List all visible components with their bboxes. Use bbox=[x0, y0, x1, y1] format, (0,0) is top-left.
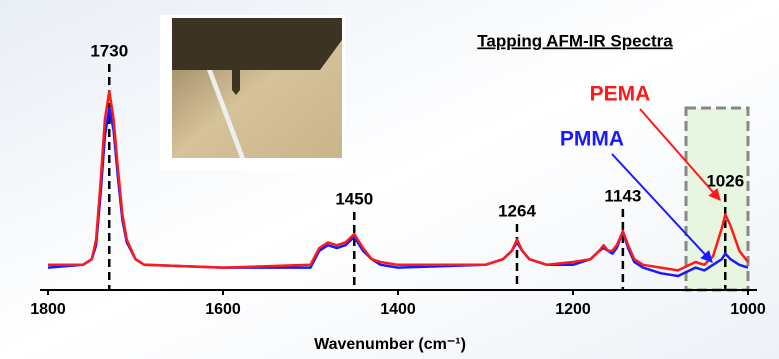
chart-title: Tapping AFM-IR Spectra bbox=[477, 31, 673, 50]
spectrum-line bbox=[48, 89, 749, 272]
x-tick-label: 1800 bbox=[30, 301, 66, 318]
peak-label: 1730 bbox=[90, 41, 128, 60]
peak-label: 1026 bbox=[706, 171, 744, 190]
x-tick-label: 1600 bbox=[205, 301, 241, 318]
peak-label: 1143 bbox=[604, 186, 641, 205]
peak-label: 1450 bbox=[335, 189, 373, 208]
peak-label: 1264 bbox=[498, 201, 536, 220]
x-axis-label: Wavenumber (cm⁻¹) bbox=[314, 336, 466, 353]
inset-image bbox=[160, 15, 345, 170]
legend-arrow bbox=[639, 108, 721, 201]
x-tick-label: 1400 bbox=[380, 301, 416, 318]
legend-label: PEMA bbox=[590, 83, 651, 106]
x-tick-label: 1000 bbox=[730, 301, 766, 318]
legend-arrow bbox=[611, 153, 713, 263]
legend-label: PMMA bbox=[560, 128, 624, 151]
x-tick-label: 1200 bbox=[555, 301, 591, 318]
